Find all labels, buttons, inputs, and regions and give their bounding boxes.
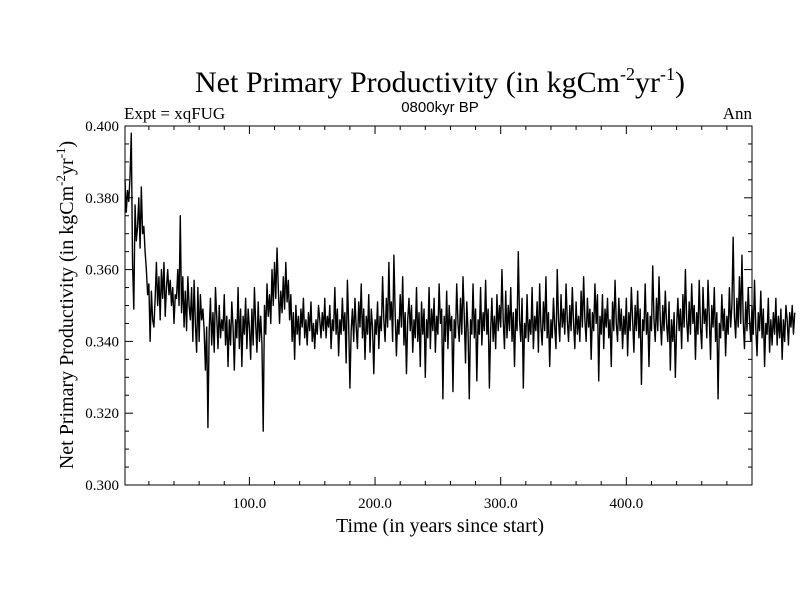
y-axis-label-sup1: -2 bbox=[53, 175, 68, 186]
y-axis-label-sup2: -1 bbox=[53, 148, 68, 159]
axis-ticks bbox=[125, 125, 752, 486]
y-tick-label: 0.320 bbox=[85, 406, 119, 422]
chart-title-main: Net Primary Productivity (in kgCm bbox=[195, 66, 620, 99]
chart-title-mid: yr bbox=[635, 66, 660, 99]
y-axis-label-main: Net Primary Productivity (in kgCm bbox=[56, 185, 78, 469]
season-label: Ann bbox=[723, 104, 753, 123]
x-tick-label: 100.0 bbox=[233, 496, 267, 512]
plot-frame bbox=[124, 125, 753, 486]
y-tick-label: 0.340 bbox=[85, 334, 119, 350]
y-axis-label-end: ) bbox=[56, 141, 78, 148]
y-axis-label: Net Primary Productivity (in kgCm-2yr-1) bbox=[53, 141, 78, 469]
x-tick-label: 300.0 bbox=[484, 496, 518, 512]
experiment-label: Expt = xqFUG bbox=[124, 104, 225, 123]
y-tick-label: 0.360 bbox=[85, 263, 119, 279]
x-tick-label: 400.0 bbox=[609, 496, 643, 512]
chart-title: Net Primary Productivity (in kgCm-2yr-1) bbox=[195, 64, 685, 99]
data-series bbox=[124, 132, 796, 432]
series-line bbox=[124, 132, 796, 432]
chart-title-sup2: -1 bbox=[660, 64, 675, 84]
y-tick-label: 0.380 bbox=[85, 191, 119, 207]
y-axis-label-mid: yr bbox=[56, 158, 78, 175]
y-tick-label: 0.400 bbox=[85, 119, 119, 135]
x-tick-label: 200.0 bbox=[358, 496, 392, 512]
period-label: 0800kyr BP bbox=[401, 99, 479, 116]
x-axis-label: Time (in years since start) bbox=[336, 515, 544, 537]
axis-tick-labels: 0.300 0.320 0.340 0.360 0.380 0.400 100.0 200.0… bbox=[85, 119, 643, 512]
chart-title-sup1: -2 bbox=[620, 64, 635, 84]
y-tick-label: 0.300 bbox=[85, 478, 119, 494]
chart-title-end: ) bbox=[675, 66, 685, 99]
